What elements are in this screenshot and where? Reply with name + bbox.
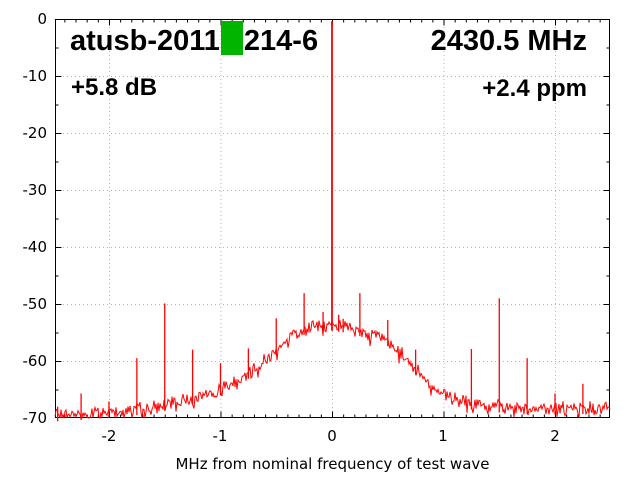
y-tick-label: -70 <box>22 409 48 427</box>
frequency-error-label: +2.4 ppm <box>482 75 587 102</box>
y-tick-label: -30 <box>22 181 48 199</box>
device-id-suffix: 214-6 <box>243 25 319 57</box>
center-frequency-label: 2430.5 MHz <box>430 25 587 57</box>
y-tick-label: -60 <box>22 352 48 370</box>
y-tick-label: -20 <box>22 124 48 142</box>
plot-border <box>55 19 610 418</box>
device-id-prefix: atusb-2011 <box>70 25 220 57</box>
device-id: atusb-2011 214-6 <box>70 21 319 60</box>
redaction-marker-block <box>220 21 243 55</box>
y-tick-label: -50 <box>22 295 48 313</box>
x-tick-label: 2 <box>550 427 560 445</box>
y-tick-label: 0 <box>37 10 47 28</box>
x-axis-title: MHz from nominal frequency of test wave <box>175 455 490 473</box>
x-tick-label: -2 <box>101 427 117 445</box>
y-tick-label: -40 <box>22 238 48 256</box>
y-tick-label: -10 <box>22 67 48 85</box>
x-tick-label: 1 <box>438 427 448 445</box>
x-tick-label: 0 <box>327 427 337 445</box>
level-offset-label: +5.8 dB <box>71 74 158 101</box>
x-tick-label: -1 <box>212 427 228 445</box>
